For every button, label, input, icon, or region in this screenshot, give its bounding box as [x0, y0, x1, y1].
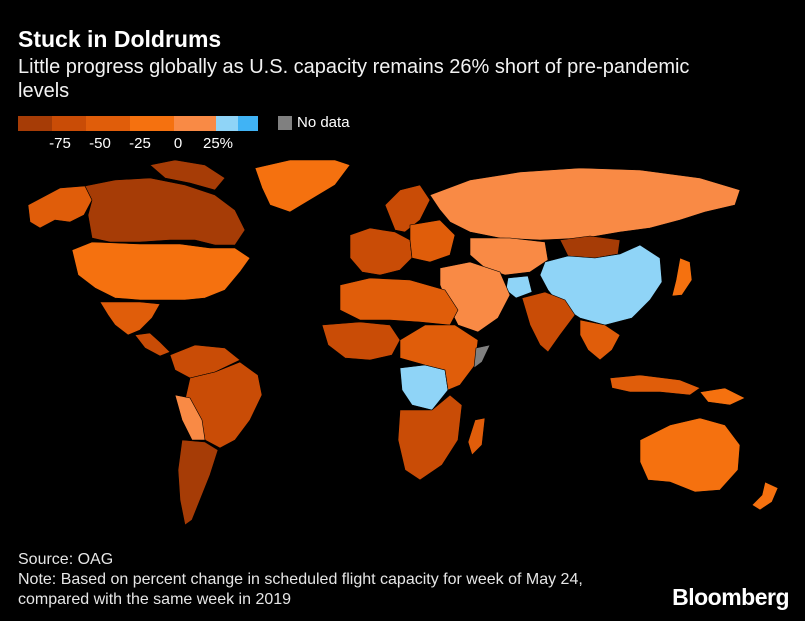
region-australia — [639, 417, 741, 493]
method-note: Note: Based on percent change in schedul… — [18, 571, 583, 608]
color-legend: -75 -50 -25 0 25% No data — [18, 114, 378, 156]
legend-bin — [18, 116, 52, 131]
legend-tick: -50 — [89, 135, 111, 152]
legend-bin — [52, 116, 86, 131]
chart-title: Stuck in Doldrums — [18, 26, 222, 52]
region-west-africa — [321, 321, 401, 361]
legend-bin — [174, 116, 216, 131]
region-indonesia — [609, 374, 701, 396]
region-madagascar — [467, 417, 486, 456]
region-southeast-asia — [579, 319, 621, 361]
bloomberg-logo: Bloomberg — [672, 584, 789, 610]
region-east-africa — [399, 324, 479, 391]
legend-bin — [86, 116, 130, 131]
chart-subtitle: Little progress globally as U.S. capacit… — [18, 56, 690, 102]
region-mongolia — [559, 235, 621, 259]
region-central-america — [134, 332, 171, 357]
region-south-america-north — [169, 344, 241, 379]
region-argentina-chile — [177, 439, 219, 526]
no-data-label: No data — [297, 114, 350, 131]
world-map — [27, 159, 779, 526]
region-kazakhstan-central-asia — [469, 237, 549, 276]
source-note: Source: OAG — [18, 551, 114, 568]
legend-bin — [238, 116, 258, 131]
region-scandinavia — [384, 184, 431, 233]
region-western-europe — [349, 227, 413, 276]
legend-tick: -75 — [49, 135, 71, 152]
region-united-states — [71, 241, 251, 301]
legend-bin — [130, 116, 174, 131]
legend-bin — [216, 116, 238, 131]
region-russia — [429, 167, 741, 241]
chart-footer: Source: OAG Note: Based on percent chang… — [18, 550, 658, 610]
region-greenland — [254, 159, 351, 213]
region-mexico — [99, 301, 161, 336]
region-bolivia-paraguay — [174, 394, 206, 441]
region-new-zealand — [751, 481, 779, 511]
region-north-america-north — [149, 159, 226, 191]
no-data-swatch — [278, 116, 292, 130]
legend-tick: 25% — [202, 135, 234, 152]
region-alaska — [27, 185, 93, 229]
region-southern-africa — [397, 394, 463, 481]
legend-tick: -25 — [129, 135, 151, 152]
region-canada — [84, 177, 246, 246]
legend-tick: 0 — [173, 135, 183, 152]
region-japan — [671, 257, 693, 297]
region-papua-new-guinea — [699, 387, 746, 406]
region-somalia — [473, 344, 491, 369]
region-eastern-europe — [409, 219, 456, 263]
region-india — [521, 291, 576, 353]
